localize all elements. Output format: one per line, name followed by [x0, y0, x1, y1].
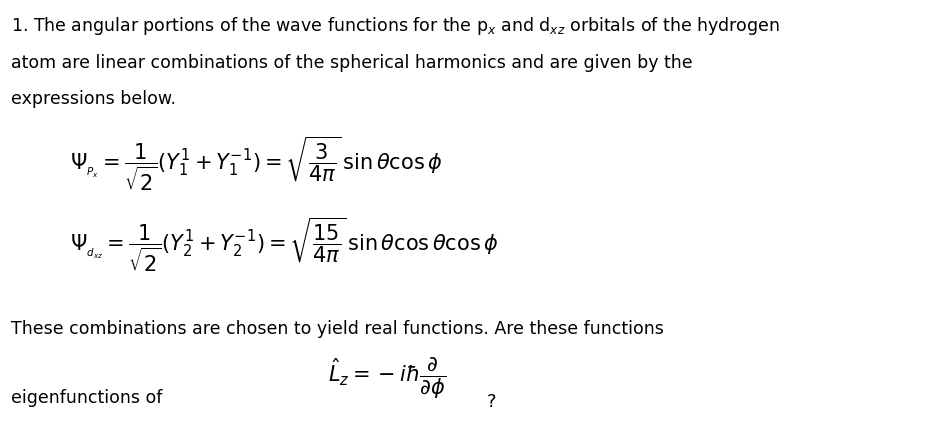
Text: eigenfunctions of: eigenfunctions of — [11, 389, 163, 407]
Text: $\Psi_{_{d_{xz}}} = \dfrac{1}{\sqrt{2}}(Y_2^1 + Y_2^{-1}) = \sqrt{\dfrac{15}{4\p: $\Psi_{_{d_{xz}}} = \dfrac{1}{\sqrt{2}}(… — [70, 216, 499, 274]
Text: These combinations are chosen to yield real functions. Are these functions: These combinations are chosen to yield r… — [11, 320, 665, 338]
Text: $\hat{L}_z = -i\hbar\dfrac{\partial}{\partial\phi}$: $\hat{L}_z = -i\hbar\dfrac{\partial}{\pa… — [328, 356, 446, 401]
Text: expressions below.: expressions below. — [11, 90, 176, 108]
Text: ?: ? — [487, 393, 496, 411]
Text: atom are linear combinations of the spherical harmonics and are given by the: atom are linear combinations of the sphe… — [11, 54, 693, 72]
Text: $\Psi_{_{P_x}} = \dfrac{1}{\sqrt{2}}(Y_1^1 + Y_1^{-1}) = \sqrt{\dfrac{3}{4\pi}}\: $\Psi_{_{P_x}} = \dfrac{1}{\sqrt{2}}(Y_1… — [70, 134, 443, 193]
Text: 1. The angular portions of the wave functions for the p$_x$ and d$_{xz}$ orbital: 1. The angular portions of the wave func… — [11, 15, 780, 37]
